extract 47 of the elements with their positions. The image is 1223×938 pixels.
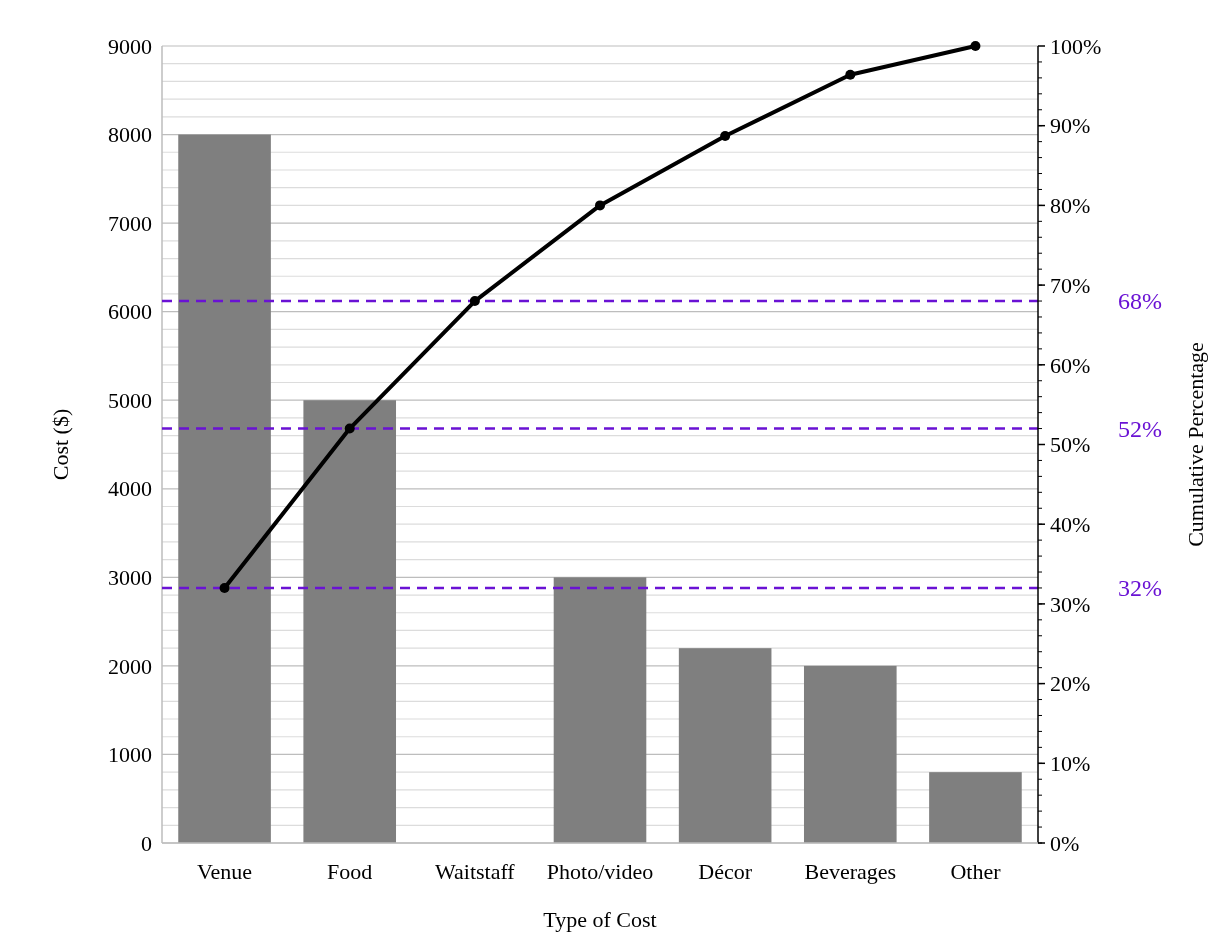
y-tick-label: 9000 xyxy=(108,33,152,59)
y2-tick-label: 80% xyxy=(1050,193,1091,219)
y-tick-label: 3000 xyxy=(108,565,152,591)
y2-tick-label: 100% xyxy=(1050,33,1102,59)
point xyxy=(720,131,731,142)
y-tick-label: 7000 xyxy=(108,210,152,236)
x-tick-label: Food xyxy=(327,859,373,884)
y2-tick-label: 90% xyxy=(1050,113,1091,139)
bar xyxy=(929,772,1022,843)
y2-axis-title: Cumulative Percentage xyxy=(1183,342,1208,547)
y-tick-label: 6000 xyxy=(108,299,152,325)
point xyxy=(845,69,856,80)
point xyxy=(219,582,230,593)
bar xyxy=(803,665,897,843)
bar xyxy=(678,648,772,843)
y-tick-label: 1000 xyxy=(108,742,152,768)
x-axis-title: Type of Cost xyxy=(543,907,657,932)
bar xyxy=(178,134,271,843)
x-tick-label: Décor xyxy=(698,859,753,884)
y-tick-label: 5000 xyxy=(108,387,152,413)
y-axis-title: Cost ($) xyxy=(48,408,73,481)
y2-tick-label: 30% xyxy=(1050,591,1091,617)
y-tick-label: 8000 xyxy=(108,122,152,148)
point xyxy=(595,200,605,211)
y2-tick-label: 10% xyxy=(1050,751,1091,776)
ref-line-label: 52% xyxy=(1118,415,1162,442)
y-tick-label: 0 xyxy=(141,830,152,856)
ref-line-label: 68% xyxy=(1118,288,1162,315)
y2-tick-label: 70% xyxy=(1050,272,1091,298)
y2-tick-label: 50% xyxy=(1050,432,1091,458)
y-tick-label: 4000 xyxy=(108,476,152,502)
x-tick-label: Venue xyxy=(197,859,253,884)
y2-tick-label: 60% xyxy=(1050,352,1091,378)
point xyxy=(970,41,981,51)
y-tick-label: 2000 xyxy=(108,653,152,679)
x-tick-label: Photo/video xyxy=(546,859,654,884)
bar xyxy=(553,577,647,843)
x-tick-label: Other xyxy=(950,859,1002,884)
y2-tick-label: 40% xyxy=(1050,511,1091,537)
y2-tick-label: 20% xyxy=(1050,671,1091,697)
x-tick-label: Waitstaff xyxy=(435,859,516,884)
y2-tick-label: 0% xyxy=(1050,830,1080,856)
x-tick-label: Beverages xyxy=(804,859,897,884)
point xyxy=(469,296,480,307)
point xyxy=(344,423,355,434)
ref-line-label: 32% xyxy=(1118,575,1162,602)
bar xyxy=(303,400,397,843)
